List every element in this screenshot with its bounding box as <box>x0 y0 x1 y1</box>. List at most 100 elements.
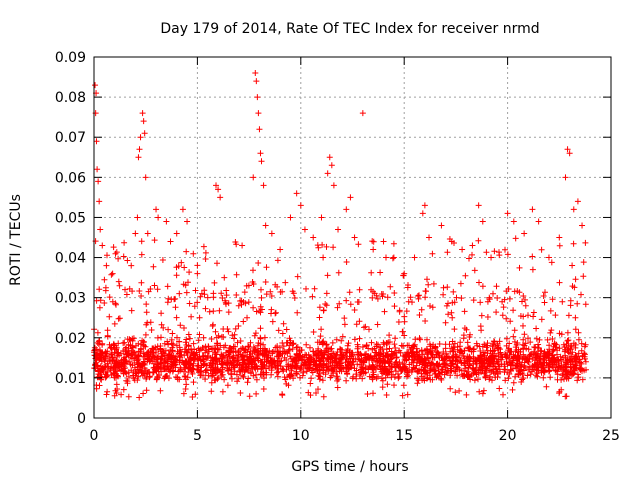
roti-data-point <box>459 246 466 253</box>
roti-data-point <box>167 238 174 245</box>
roti-data-point <box>134 214 141 221</box>
roti-data-point <box>137 134 144 141</box>
roti-data-point <box>297 202 304 209</box>
roti-data-point <box>260 182 267 189</box>
roti-data-point <box>254 94 261 101</box>
roti-data-point <box>326 154 333 161</box>
roti-data-point <box>301 226 308 233</box>
roti-data-point <box>330 182 337 189</box>
x-tick-label: 5 <box>193 428 202 444</box>
roti-data-point <box>469 242 476 249</box>
roti-data-point <box>92 82 99 89</box>
roti-data-point <box>217 194 224 201</box>
roti-data-point <box>103 262 110 269</box>
roti-data-point <box>235 302 242 309</box>
roti-data-point <box>262 222 269 229</box>
roti-data-point <box>401 270 408 277</box>
roti-data-point <box>250 174 257 181</box>
roti-data-point <box>268 230 275 237</box>
x-tick-label: 10 <box>292 428 310 444</box>
roti-data-point <box>258 158 265 165</box>
roti-data-point <box>277 246 284 253</box>
roti-data-point <box>529 206 536 213</box>
roti-data-point <box>570 206 577 213</box>
x-tick-label: 15 <box>395 428 413 444</box>
roti-data-point <box>287 214 294 221</box>
roti-data-point <box>179 206 186 213</box>
roti-point-cloud <box>91 235 589 401</box>
chart-title: Day 179 of 2014, Rate Of TEC Index for r… <box>160 21 539 37</box>
roti-data-point <box>221 274 228 281</box>
roti-data-point <box>479 218 486 225</box>
roti-data-point <box>155 214 162 221</box>
roti-data-point <box>139 110 146 117</box>
roti-data-point <box>97 226 104 233</box>
y-tick-label: 0.04 <box>55 251 86 267</box>
y-axis-label: ROTI / TECUs <box>8 194 24 286</box>
roti-data-point <box>411 254 418 261</box>
roti-data-point <box>419 210 426 217</box>
roti-data-point <box>504 210 511 217</box>
roti-data-point <box>370 246 377 253</box>
roti-data-point <box>136 146 143 153</box>
roti-data-point <box>94 166 101 173</box>
roti-data-point <box>173 230 180 237</box>
roti-data-point <box>426 234 433 241</box>
y-tick-label: 0.09 <box>55 50 86 66</box>
y-tick-label: 0.03 <box>55 291 86 307</box>
grid-lines <box>94 57 611 418</box>
roti-data-point <box>448 238 455 245</box>
y-tick-label: 0.07 <box>55 130 86 146</box>
y-tick-label: 0.06 <box>55 170 86 186</box>
roti-data-point <box>255 110 262 117</box>
roti-data-point <box>488 254 495 261</box>
roti-data-point <box>96 198 103 205</box>
roti-data-point <box>359 110 366 117</box>
roti-data-point <box>545 254 552 261</box>
roti-data-point <box>562 174 569 181</box>
roti-data-point <box>390 254 397 261</box>
y-tick-label: 0.08 <box>55 90 86 106</box>
roti-data-point <box>318 214 325 221</box>
roti-data-point <box>252 70 259 77</box>
roti-data-point <box>566 150 573 157</box>
roti-data-point <box>253 78 260 85</box>
roti-data-point <box>204 294 211 301</box>
roti-data-point <box>184 218 191 225</box>
roti-data-point <box>144 230 151 237</box>
y-tick-label: 0 <box>77 411 86 427</box>
roti-data-point <box>256 126 263 133</box>
roti-data-point <box>521 230 528 237</box>
x-tick-label: 20 <box>499 428 517 444</box>
roti-data-point <box>140 118 147 125</box>
roti-data-point <box>335 226 342 233</box>
roti-data-point <box>213 182 220 189</box>
plot-frame <box>93 56 612 419</box>
y-tick-label: 0.02 <box>55 331 86 347</box>
roti-data-point <box>122 286 129 293</box>
y-tick-label: 0.05 <box>55 210 86 226</box>
roti-data-point <box>142 174 149 181</box>
roti-data-point <box>115 278 122 285</box>
roti-data-point <box>535 218 542 225</box>
roti-data-point <box>556 234 563 241</box>
roti-data-point <box>128 262 135 269</box>
roti-data-point <box>351 234 358 241</box>
roti-data-point <box>244 314 251 321</box>
roti-data-point <box>324 170 331 177</box>
roti-data-point <box>475 202 482 209</box>
data-points <box>91 70 589 401</box>
roti-data-point <box>421 202 428 209</box>
roti-data-point <box>293 190 300 197</box>
roti-data-point <box>438 222 445 229</box>
x-tick-label: 0 <box>90 428 99 444</box>
x-tick-label: 25 <box>602 428 620 444</box>
roti-data-point <box>163 218 170 225</box>
roti-data-point <box>215 186 222 193</box>
roti-data-point <box>574 198 581 205</box>
roti-data-point <box>141 130 148 137</box>
roti-data-point <box>132 230 139 237</box>
roti-data-point <box>95 178 102 185</box>
roti-data-point <box>135 154 142 161</box>
roti-data-point <box>257 150 264 157</box>
